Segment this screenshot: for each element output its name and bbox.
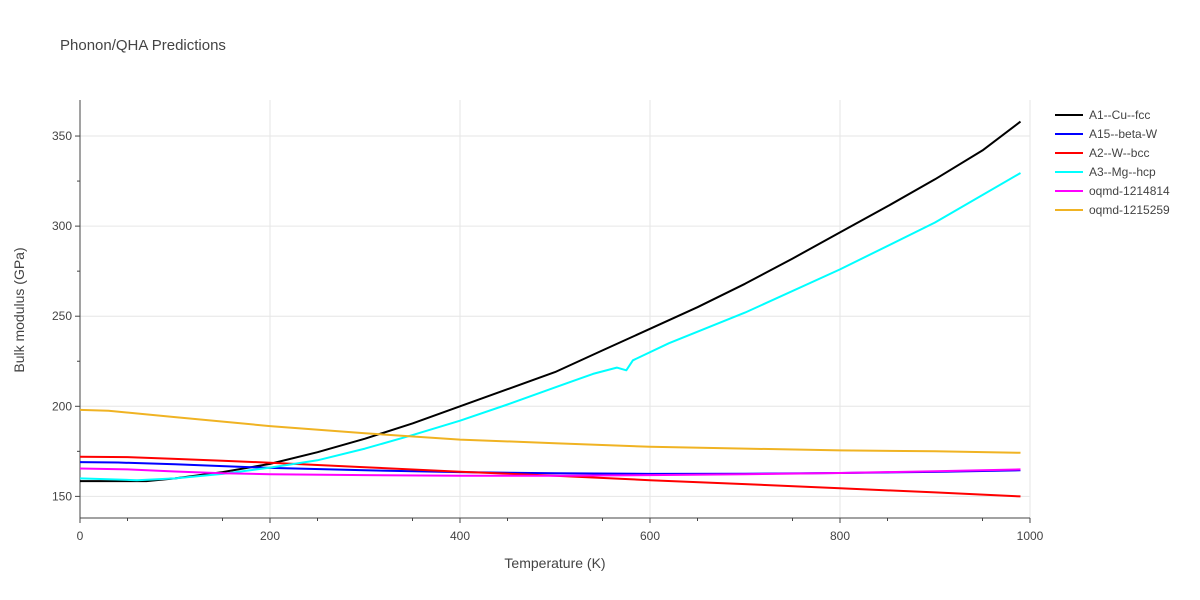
legend-label: oqmd-1215259 (1089, 203, 1170, 217)
x-tick-label: 400 (450, 529, 470, 543)
legend-label: oqmd-1214814 (1089, 184, 1170, 198)
x-tick-label: 600 (640, 529, 660, 543)
series-line-0 (80, 120, 1022, 483)
x-tick-label: 1000 (1017, 529, 1044, 543)
series-line-3 (79, 172, 1022, 482)
y-axis-title: Bulk modulus (GPa) (11, 247, 27, 372)
x-tick-label: 200 (260, 529, 280, 543)
plot-area (79, 120, 1022, 498)
x-tick-label: 800 (830, 529, 850, 543)
grid-lines (80, 100, 1031, 518)
legend-item-1[interactable]: A15--beta-W (1055, 127, 1158, 141)
x-axis-title: Temperature (K) (504, 555, 605, 571)
y-tick-label: 250 (52, 309, 72, 323)
y-tick-label: 350 (52, 129, 72, 143)
legend-label: A15--beta-W (1089, 127, 1158, 141)
legend-label: A1--Cu--fcc (1089, 108, 1150, 122)
legend-label: A3--Mg--hcp (1089, 165, 1156, 179)
legend-item-2[interactable]: A2--W--bcc (1055, 146, 1149, 160)
legend-item-0[interactable]: A1--Cu--fcc (1055, 108, 1150, 122)
legend-label: A2--W--bcc (1089, 146, 1149, 160)
legend-item-5[interactable]: oqmd-1215259 (1055, 203, 1170, 217)
chart-title: Phonon/QHA Predictions (60, 37, 226, 54)
series-line-4 (79, 467, 1021, 477)
axes (75, 100, 1031, 523)
series-line-5 (79, 408, 1021, 454)
y-tick-label: 300 (52, 219, 72, 233)
legend-item-3[interactable]: A3--Mg--hcp (1055, 165, 1156, 179)
legend[interactable]: A1--Cu--fcc A15--beta-W A2--W--bcc A3--Mg--… (1055, 108, 1170, 217)
y-tick-label: 150 (52, 489, 72, 503)
x-tick-label: 0 (77, 529, 84, 543)
y-tick-label: 200 (52, 399, 72, 413)
series-line-2 (79, 455, 1021, 498)
legend-item-4[interactable]: oqmd-1214814 (1055, 184, 1170, 198)
tick-labels: 0 200 400 600 800 1000 150 200 250 300 350 (52, 129, 1044, 543)
